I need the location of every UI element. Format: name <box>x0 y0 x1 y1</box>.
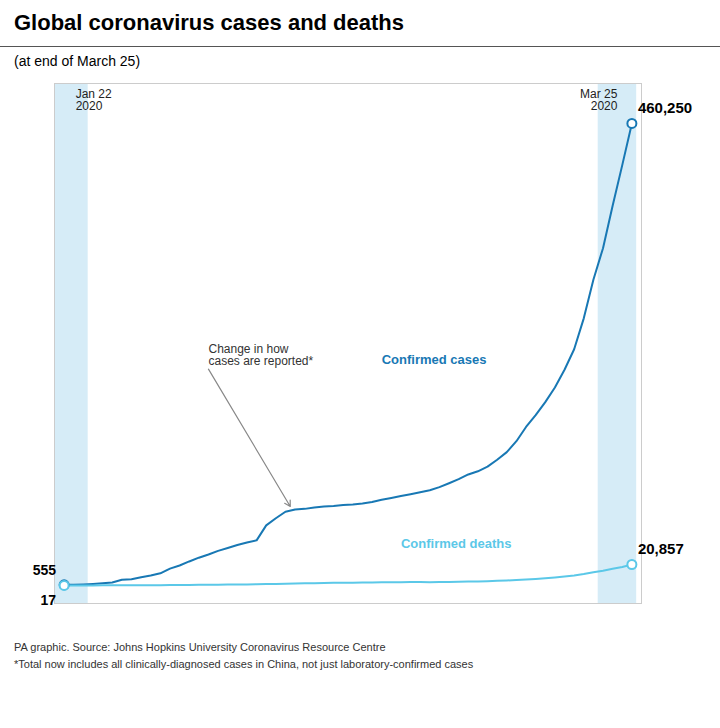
svg-text:17: 17 <box>41 592 57 608</box>
svg-text:20,857: 20,857 <box>638 540 684 557</box>
svg-text:Mar 252020: Mar 252020 <box>580 87 618 113</box>
svg-text:Confirmed deaths: Confirmed deaths <box>401 536 512 551</box>
svg-text:Change in howcases are reporte: Change in howcases are reported* <box>208 342 313 368</box>
svg-text:Jan 222020: Jan 222020 <box>76 87 112 113</box>
html-text:PA graphic. Source: Johns Hopk: PA graphic. Source: Johns Hopkins Univer… <box>14 641 386 653</box>
svg-text:Confirmed cases: Confirmed cases <box>382 352 487 367</box>
svg-text:555: 555 <box>33 562 57 578</box>
html-text:*Total now includes all clinic: *Total now includes all clinically-diagn… <box>14 657 474 670</box>
html-text:(at end of March 25): (at end of March 25) <box>14 53 141 69</box>
svg-text:460,250: 460,250 <box>638 99 692 116</box>
html-text:Global coronavirus cases and d: Global coronavirus cases and deaths <box>14 10 404 35</box>
